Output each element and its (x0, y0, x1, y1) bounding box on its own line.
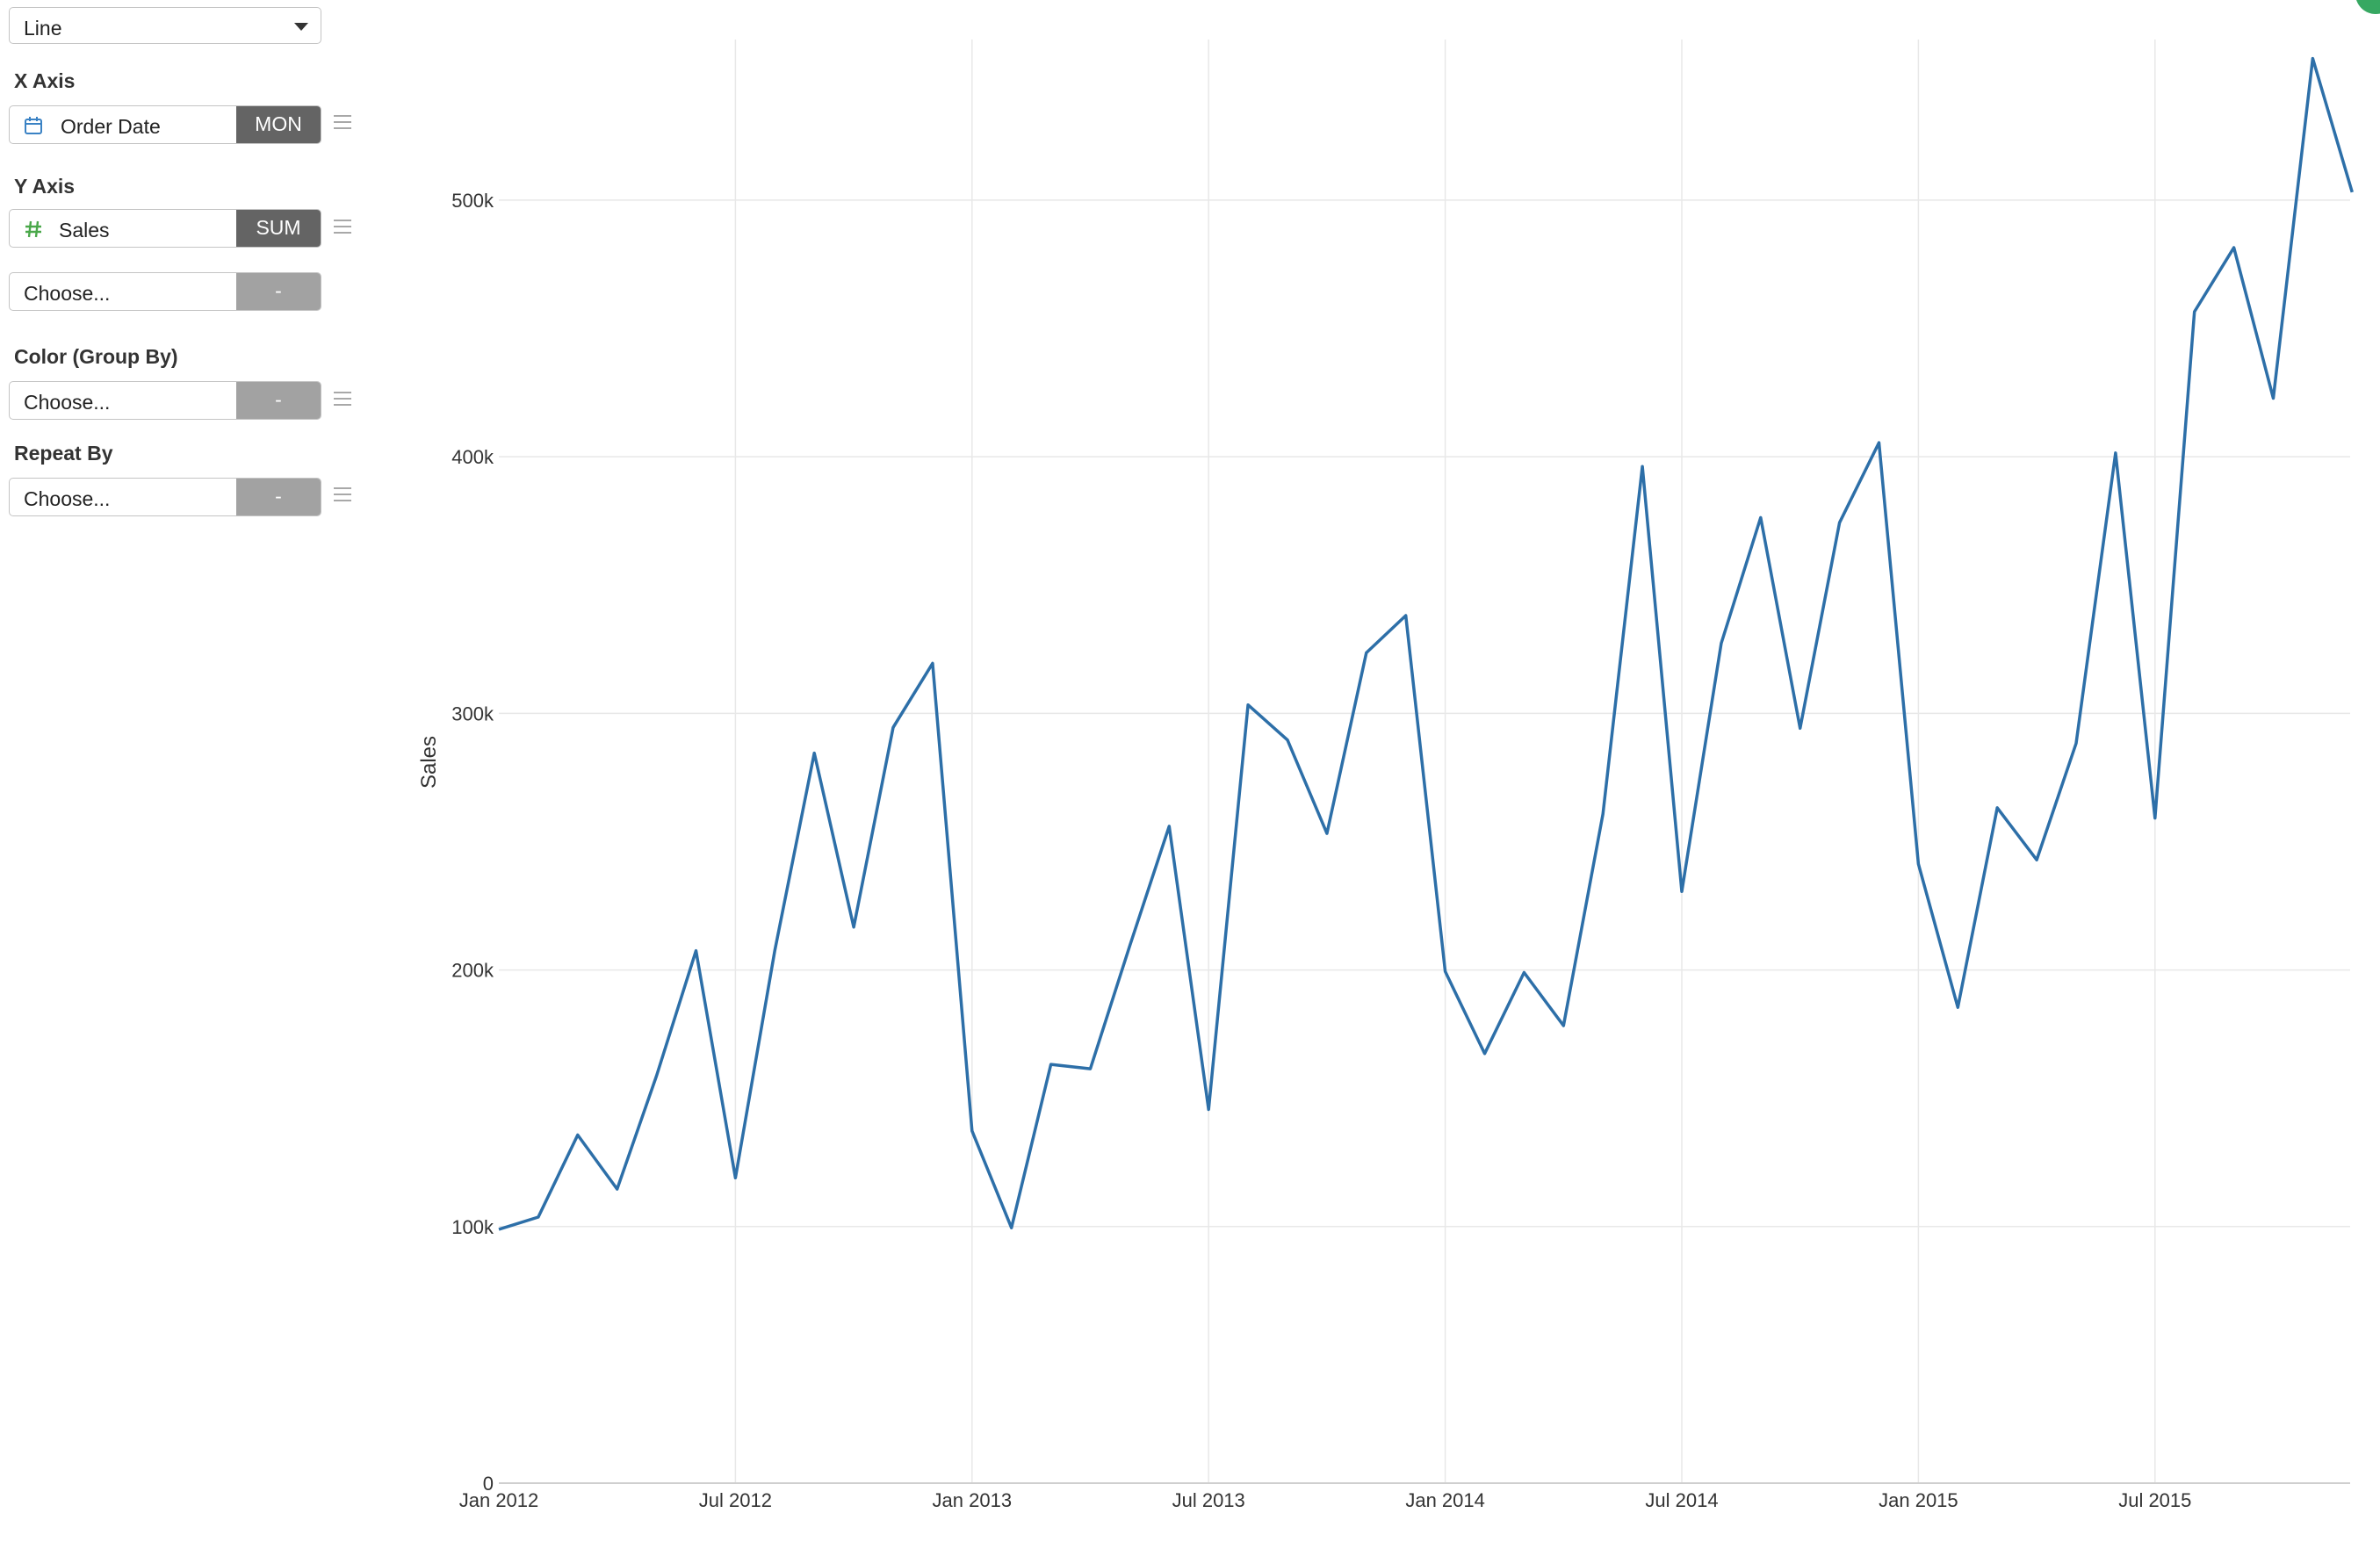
x-axis-field[interactable]: Order Date MON (9, 105, 321, 144)
series-line-sales (498, 56, 2354, 1231)
x-tick-label: Jul 2013 (1172, 1489, 1245, 1511)
color-group-title: Color (Group By) (14, 345, 178, 368)
data-point (1206, 1107, 1211, 1113)
data-point (2034, 857, 2039, 862)
x-tick-label: Jul 2014 (1645, 1489, 1718, 1511)
data-point (2349, 190, 2355, 195)
data-point (970, 1128, 975, 1134)
y-tick-label: 500k (451, 190, 494, 212)
data-point (891, 724, 896, 730)
data-point (1009, 1225, 1014, 1230)
data-point (1561, 1023, 1566, 1028)
repeat-by-title: Repeat By (14, 442, 113, 465)
data-point (1482, 1051, 1488, 1056)
data-point (654, 1073, 660, 1078)
hamburger-menu-icon[interactable] (334, 220, 351, 234)
data-point (2271, 396, 2276, 401)
x-tick-label: Jan 2012 (459, 1489, 539, 1511)
data-point (1955, 1005, 1960, 1010)
data-point (1600, 811, 1605, 817)
calendar-icon (25, 117, 42, 134)
data-point (930, 660, 935, 666)
data-point (1640, 464, 1645, 469)
repeat-by-field-label: Choose... (24, 487, 111, 510)
chart-config-panel: Line X Axis Order Date MON Y Axis Sales … (0, 0, 378, 1542)
y-axis-title: Y Axis (14, 175, 76, 198)
data-point (1837, 520, 1843, 525)
data-point (1798, 725, 1803, 731)
x-tick-label: Jan 2014 (1405, 1489, 1485, 1511)
data-point (2153, 816, 2158, 821)
y-tick-label: 200k (451, 960, 494, 982)
y-axis-field[interactable]: Sales SUM (9, 209, 321, 248)
data-point (1719, 641, 1724, 646)
color-group-field[interactable]: Choose... - (9, 381, 321, 420)
data-point (575, 1132, 581, 1137)
x-tick-label: Jan 2015 (1879, 1489, 1958, 1511)
data-point (1285, 738, 1290, 743)
hash-icon (25, 220, 41, 238)
x-axis-aggregation-button[interactable]: MON (236, 106, 321, 143)
y-tick-label: 0 (483, 1473, 494, 1495)
line-chart: 0 100k 200k 300k 400k 500k Jan 2012 Jul 2012 Jan… (417, 40, 2355, 1511)
data-point (811, 751, 817, 756)
y-tick-label: 400k (451, 446, 494, 468)
data-point (2310, 56, 2315, 61)
chart-type-value: Line (24, 17, 62, 40)
hamburger-menu-icon[interactable] (334, 487, 351, 501)
data-point (1403, 613, 1409, 618)
data-point (732, 1175, 738, 1180)
repeat-by-field[interactable]: Choose... - (9, 478, 321, 516)
data-point (1324, 831, 1330, 836)
x-tick-label: Jan 2013 (933, 1489, 1013, 1511)
y-axis-second-field-label: Choose... (24, 282, 111, 305)
chart-grid (499, 40, 2350, 1483)
chart-axes: 0 100k 200k 300k 400k 500k Jan 2012 Jul 2012 Jan… (451, 190, 2350, 1511)
data-point (1758, 515, 1763, 520)
data-point (1443, 969, 1448, 974)
y-axis-second-field[interactable]: Choose... - (9, 272, 321, 311)
data-point (1127, 943, 1132, 948)
y-axis-label: Sales (417, 736, 441, 789)
y-axis-second-aggregation-button[interactable]: - (236, 273, 321, 310)
data-point (1364, 650, 1369, 655)
data-point (1088, 1066, 1093, 1071)
data-point (2192, 309, 2197, 314)
y-axis-field-label: Sales (59, 219, 110, 241)
data-point (1166, 824, 1172, 829)
y-axis-aggregation-button[interactable]: SUM (236, 210, 321, 247)
data-point (1915, 861, 1921, 867)
data-point (2232, 245, 2237, 250)
data-point (2073, 741, 2079, 746)
x-tick-label: Jul 2015 (2118, 1489, 2191, 1511)
data-point (2113, 450, 2118, 456)
y-tick-label: 300k (451, 703, 494, 724)
data-point (496, 1227, 501, 1232)
hamburger-menu-icon[interactable] (334, 115, 351, 129)
data-point (1521, 969, 1526, 975)
hamburger-menu-icon[interactable] (334, 392, 351, 406)
data-point (1245, 703, 1251, 708)
x-axis-field-label: Order Date (61, 115, 161, 138)
chart-type-dropdown[interactable]: Line (9, 7, 321, 44)
chart-series (496, 56, 2355, 1232)
data-point (1877, 440, 1882, 445)
repeat-by-aggregation-button[interactable]: - (236, 479, 321, 515)
data-point (1679, 889, 1684, 894)
color-group-field-label: Choose... (24, 391, 111, 414)
data-point (615, 1186, 620, 1192)
x-axis-title: X Axis (14, 69, 76, 92)
data-point (1049, 1062, 1054, 1067)
y-tick-label: 100k (451, 1216, 494, 1238)
data-point (536, 1214, 541, 1220)
data-point (772, 948, 777, 953)
color-group-aggregation-button[interactable]: - (236, 382, 321, 419)
data-point (1994, 805, 2000, 811)
data-point (851, 925, 856, 930)
chevron-down-icon (294, 23, 308, 31)
data-point (694, 948, 699, 954)
x-tick-label: Jul 2012 (699, 1489, 772, 1511)
